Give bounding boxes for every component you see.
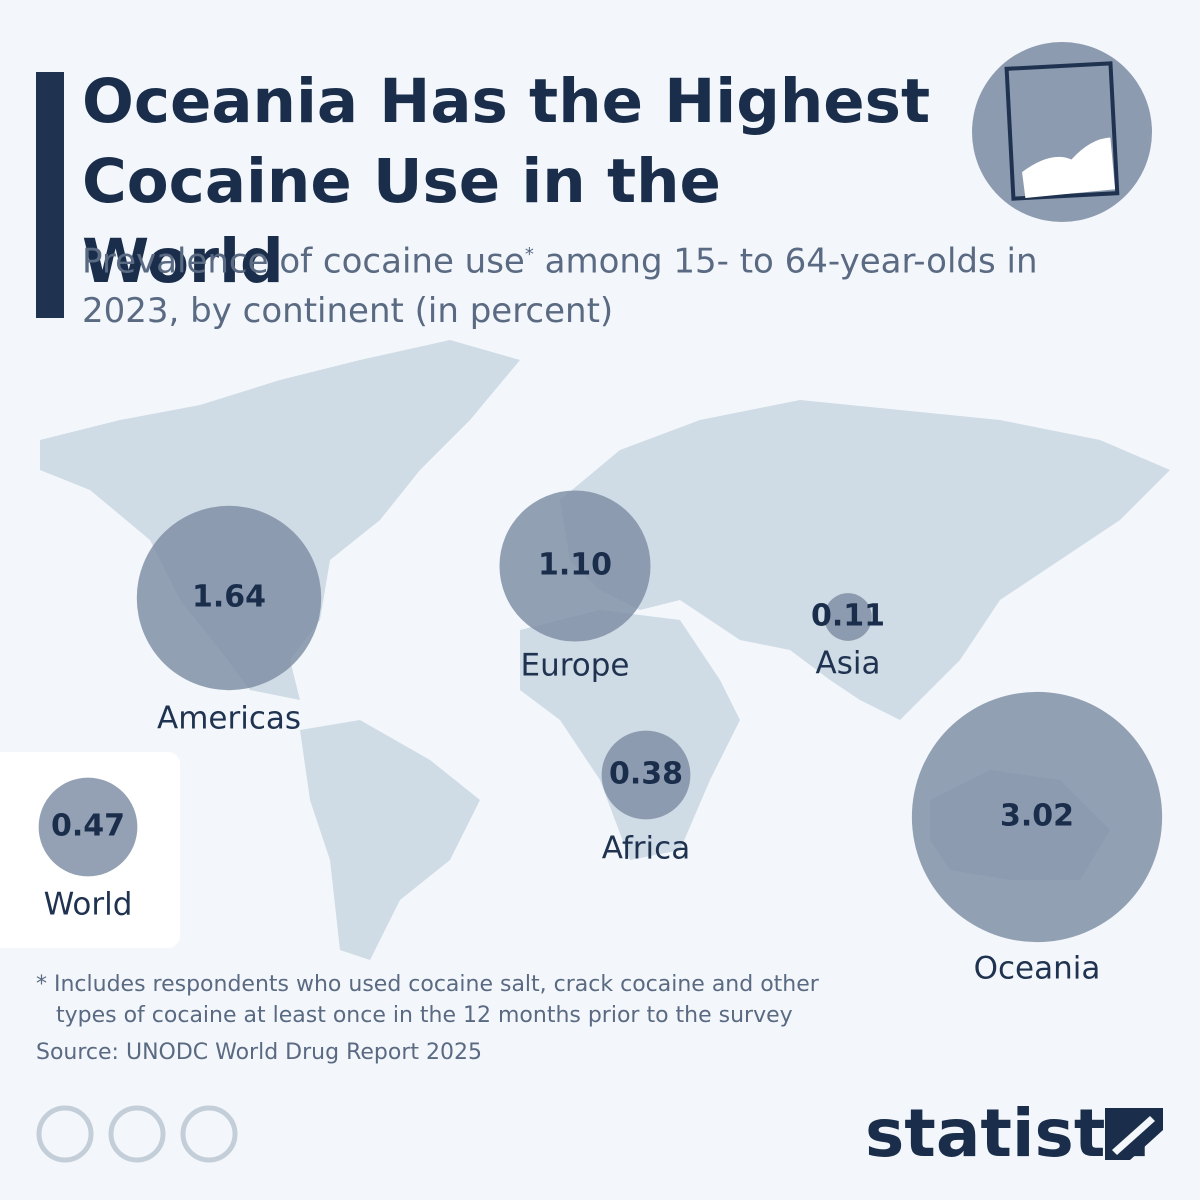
category-label: World [44,887,133,923]
brand: statista [865,1095,1150,1172]
category-label: Europe [520,648,629,684]
value-label: 0.38 [609,757,683,792]
bubble [601,730,691,820]
bubble [824,593,872,641]
bubble [911,691,1163,943]
category-label: Oceania [974,951,1101,987]
bubble [499,490,651,642]
header-icon [972,42,1152,222]
value-label: 0.47 [51,809,125,844]
category-label: Asia [816,646,881,682]
value-label: 1.10 [538,548,612,583]
footnote-marker: * [524,244,534,265]
title-bar [36,72,64,318]
bubble [38,777,138,877]
bubbles: 1.64 Americas 1.10 Europe 0.11 Asia 0.38 Africa… [38,490,1163,987]
chart-title: Oceania Has the Highest Cocaine Use in t… [82,66,931,297]
bubble [136,505,322,691]
value-label: 0.11 [811,599,885,634]
footnote: * Includes respondents who used cocaine … [36,972,820,997]
category-label: Africa [602,831,690,867]
subtitle-text: among 15- to 64-year-olds in 2023, by co… [82,241,1038,332]
brand-logo [1105,1108,1163,1160]
chart-subtitle: Prevalence of cocaine use* among 15- to … [82,230,1072,336]
footnote: types of cocaine at least once in the 12… [56,1003,793,1028]
source: Source: UNODC World Drug Report 2025 [36,1040,482,1065]
subtitle-text: Prevalence of cocaine use [82,241,525,282]
category-label: Americas [157,701,301,737]
value-label: 1.64 [192,580,266,615]
license-icons [36,1105,238,1163]
value-label: 3.02 [1000,799,1074,834]
